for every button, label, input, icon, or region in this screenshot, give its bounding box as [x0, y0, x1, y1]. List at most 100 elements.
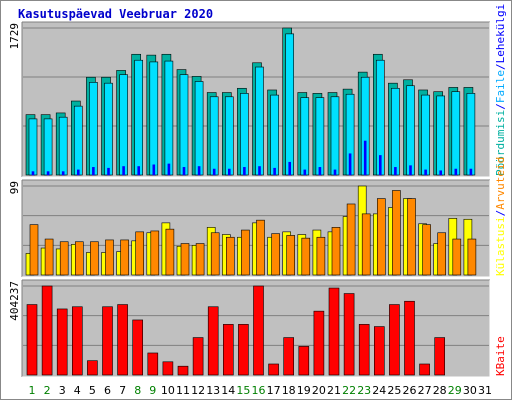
kbytes-bar-24	[373, 326, 385, 376]
sites-bar-14	[226, 236, 235, 276]
sites-bar-16	[256, 219, 265, 276]
kbytes-bar-3	[56, 308, 68, 376]
kbytes-bar-2	[41, 285, 53, 376]
files-bar-8	[134, 59, 143, 176]
pages-bar-13	[212, 168, 216, 176]
files-bar-27	[421, 94, 430, 176]
kbytes-bar-14	[223, 324, 234, 376]
files-bar-16	[255, 66, 264, 176]
files-bar-26	[406, 85, 415, 176]
pages-bar-18	[288, 161, 292, 176]
files-bar-29	[451, 91, 461, 176]
day-label-30: 30	[463, 384, 477, 397]
pages-bar-11	[182, 167, 186, 176]
pages-bar-14	[228, 168, 231, 176]
sites-bar-30	[467, 238, 477, 276]
sites-bar-23	[361, 213, 371, 276]
pages-bar-30	[469, 168, 473, 176]
pages-bar-7	[122, 166, 125, 176]
kbytes-bar-8	[132, 319, 143, 376]
pages-bar-27	[424, 169, 427, 176]
sites-bar-28	[437, 232, 447, 276]
sites-bar-26	[407, 198, 416, 276]
pages-bar-28	[439, 170, 443, 176]
sites-bar-17	[271, 233, 280, 276]
day-label-19: 19	[297, 384, 311, 397]
files-bar-9	[149, 61, 159, 176]
sites-bar-19	[301, 237, 311, 276]
pages-bar-6	[107, 167, 110, 176]
sites-bar-21	[331, 227, 341, 276]
pages-bar-26	[409, 165, 412, 176]
day-label-26: 26	[403, 384, 417, 397]
files-bar-30	[466, 93, 476, 176]
day-label-23: 23	[357, 384, 371, 397]
day-label-11: 11	[176, 384, 190, 397]
kbytes-bar-16	[253, 285, 264, 376]
files-bar-12	[194, 81, 204, 176]
pages-bar-24	[378, 155, 382, 176]
kbytes-bar-12	[192, 337, 204, 376]
sites-bar-27	[422, 224, 431, 276]
sites-bar-22	[346, 203, 356, 276]
legend-top-part-4: Lehekülgi	[494, 4, 507, 64]
day-label-20: 20	[312, 384, 326, 397]
legend-top-part-0: Pöördumisi	[494, 110, 507, 176]
day-label-18: 18	[282, 384, 296, 397]
files-bar-19	[300, 97, 310, 176]
sites-bar-4	[75, 241, 84, 276]
files-bar-17	[270, 94, 279, 176]
kbytes-bar-25	[389, 304, 400, 376]
pages-bar-12	[197, 166, 201, 176]
sites-bar-9	[150, 230, 160, 276]
files-bar-2	[43, 118, 53, 176]
day-label-24: 24	[372, 384, 386, 397]
day-label-2: 2	[44, 384, 51, 397]
pages-bar-1	[31, 171, 35, 176]
legend-mid: Külastusi/Arvuteid	[494, 157, 507, 276]
files-bar-28	[436, 95, 446, 176]
sites-bar-13	[210, 232, 220, 276]
sites-bar-12	[195, 243, 205, 276]
pages-bar-8	[137, 166, 140, 176]
pages-bar-19	[303, 169, 307, 176]
kbytes-bar-7	[117, 304, 128, 376]
files-bar-4	[74, 105, 83, 176]
kbytes-bar-17	[268, 363, 279, 376]
kbytes-bar-1	[26, 304, 38, 376]
day-label-17: 17	[267, 384, 281, 397]
day-label-16: 16	[252, 384, 266, 397]
kbytes-bar-4	[72, 306, 83, 376]
files-bar-10	[164, 60, 174, 176]
kbytes-bar-26	[404, 300, 415, 376]
day-label-8: 8	[134, 384, 141, 397]
legend-bottom: KBaite	[494, 336, 507, 376]
files-bar-3	[58, 116, 68, 176]
day-label-27: 27	[418, 384, 432, 397]
legend-top-part-3: /	[494, 63, 507, 70]
sites-bar-20	[316, 236, 326, 276]
pages-bar-2	[46, 171, 50, 176]
day-label-10: 10	[161, 384, 175, 397]
pages-bar-5	[92, 167, 95, 176]
sites-bar-29	[452, 238, 462, 276]
sites-bar-25	[392, 190, 401, 276]
day-label-3: 3	[59, 384, 66, 397]
sites-bar-11	[180, 243, 190, 276]
kbytes-bar-15	[238, 324, 249, 376]
legend-mid-part-1: /	[494, 210, 507, 217]
day-label-6: 6	[104, 384, 111, 397]
day-label-9: 9	[149, 384, 156, 397]
kbytes-bar-21	[328, 287, 340, 376]
sites-bar-1	[29, 224, 39, 276]
day-label-14: 14	[221, 384, 235, 397]
day-label-29: 29	[448, 384, 462, 397]
files-bar-18	[285, 33, 295, 176]
pages-bar-3	[61, 171, 65, 176]
kbytes-bar-20	[313, 310, 325, 376]
day-label-4: 4	[74, 384, 81, 397]
sites-bar-8	[135, 231, 144, 276]
day-label-1: 1	[29, 384, 36, 397]
pages-bar-15	[243, 167, 246, 176]
